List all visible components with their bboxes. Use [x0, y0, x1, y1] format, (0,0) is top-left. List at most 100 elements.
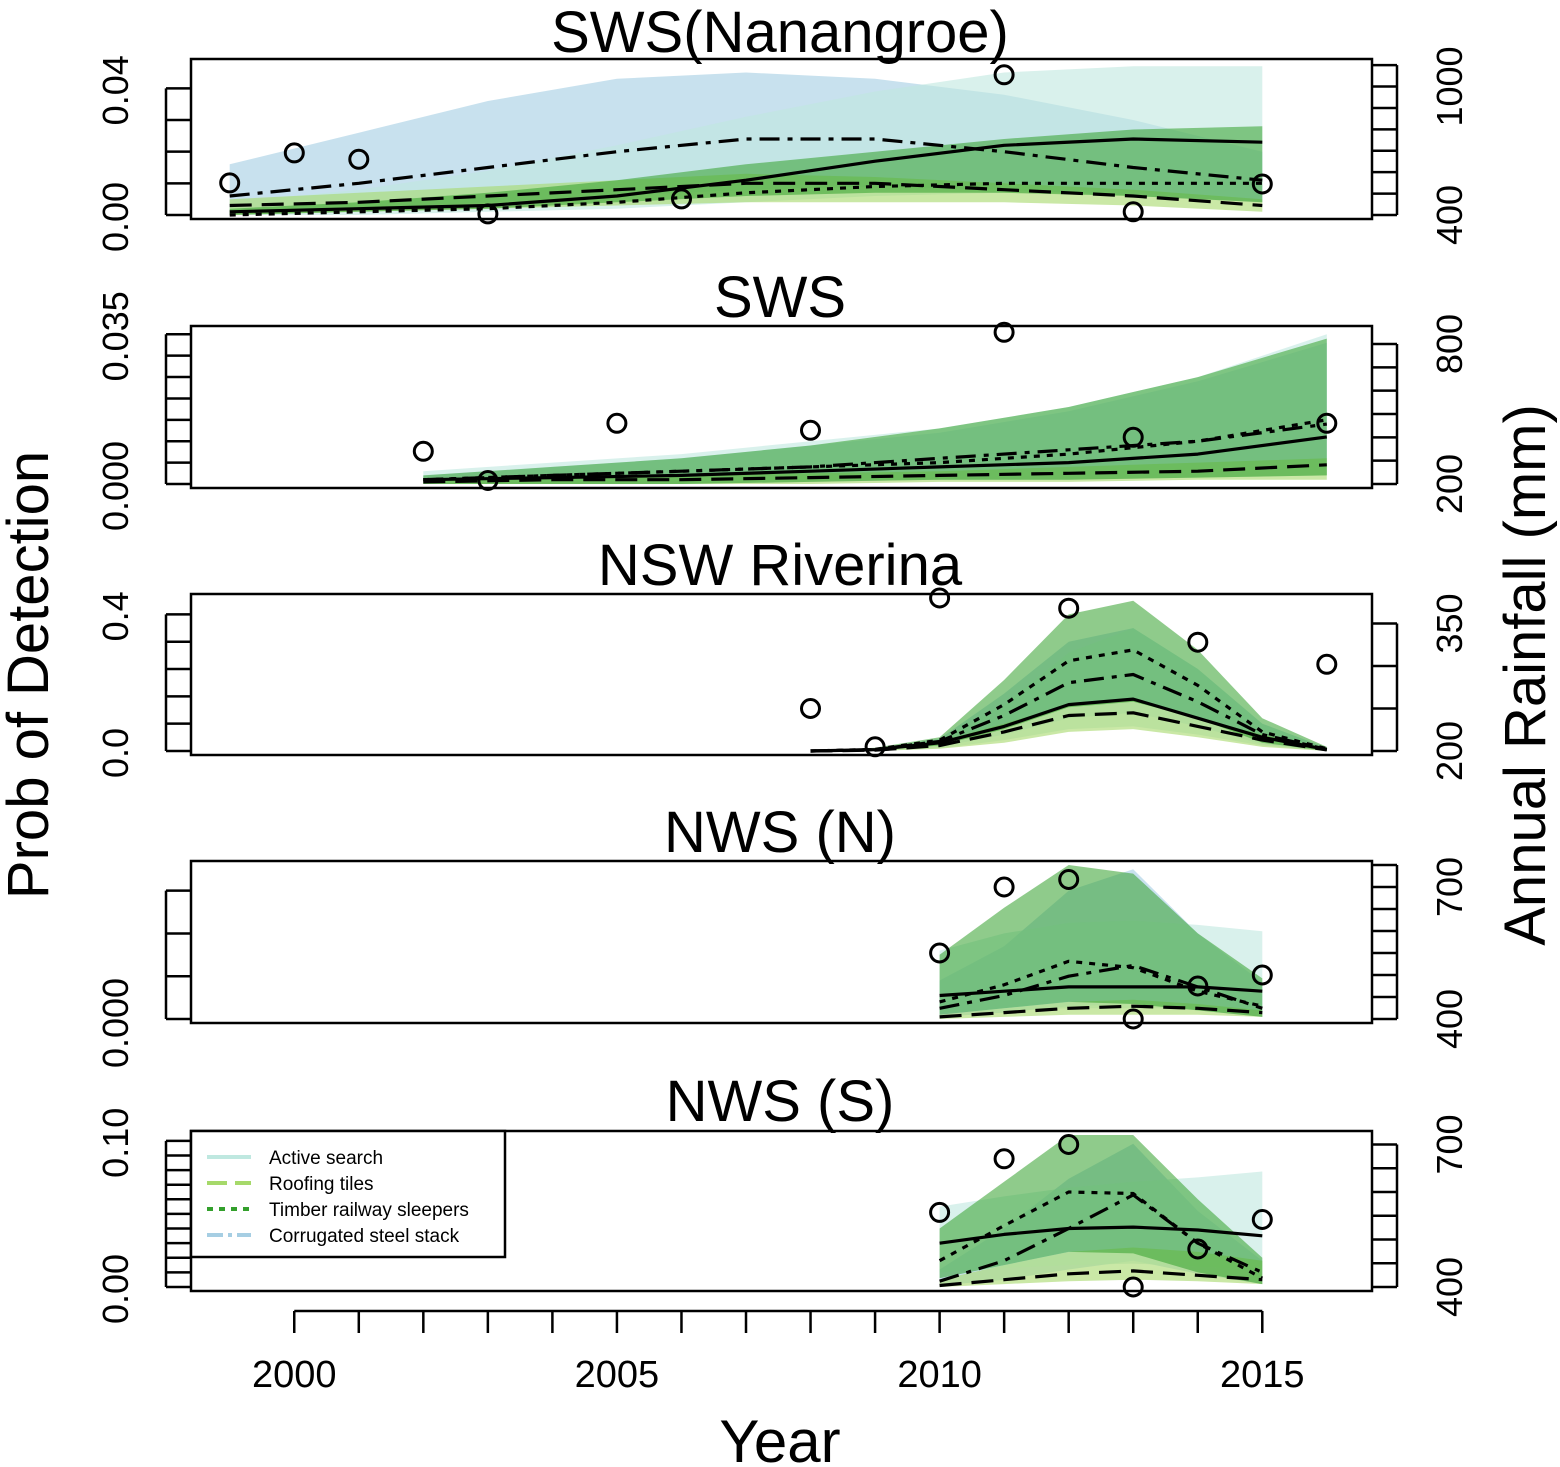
left-tick-label: 0.4 — [95, 591, 136, 641]
ci-band-timber-railway-sleepers — [229, 126, 1263, 215]
mean-line-corrugated-steel-stack — [939, 963, 1263, 1010]
panel-4: NWS (N) 0.000 400 700 — [95, 800, 1470, 1068]
rainfall-point — [671, 188, 692, 210]
rainfall-point — [1122, 426, 1144, 448]
rainfall-point — [1058, 1134, 1080, 1155]
panels-layer: SWS(Nanangroe) 0.00 0.04 400 1000 SWS 0.000 0.0… — [95, 0, 1470, 1324]
x-axis: 2000 2005 2010 2015 — [252, 1309, 1305, 1396]
plot-frame — [189, 859, 1374, 1025]
mean-line-roofing-tiles — [229, 181, 1263, 208]
ci-band-roofing-tiles — [810, 699, 1327, 751]
plot-area-2 — [423, 334, 1328, 484]
rainfall-point — [477, 470, 499, 491]
left-tick-label: 0.00 — [95, 182, 136, 252]
plot-area-5 — [938, 1135, 1264, 1288]
x-tick-label: 2010 — [897, 1354, 982, 1396]
rainfall-point — [219, 172, 241, 194]
left-tick-label: 0.04 — [95, 55, 136, 125]
mean-line-active-search — [423, 435, 1328, 482]
rainfall-point — [1251, 1209, 1273, 1230]
plot-frame — [189, 324, 1374, 490]
right-tick-label: 350 — [1429, 593, 1470, 653]
plot-area-1 — [229, 66, 1263, 217]
panel-title: SWS(Nanangroe) — [551, 0, 1009, 65]
panel-title: NSW Riverina — [598, 533, 963, 598]
right-tick-label: 200 — [1429, 454, 1470, 514]
rainfall-point — [348, 148, 370, 170]
rainfall-point — [412, 440, 434, 462]
rainfall-point — [1058, 869, 1080, 890]
mean-line-active-search — [939, 1225, 1263, 1245]
plot-frame — [189, 57, 1374, 221]
right-tick-label: 700 — [1429, 857, 1470, 917]
left-tick-label: 0.0 — [95, 728, 136, 778]
panel-1: SWS(Nanangroe) 0.00 0.04 400 1000 — [95, 0, 1470, 252]
rainfall-point — [1187, 631, 1209, 653]
mean-line-roofing-tiles — [939, 1269, 1263, 1288]
mean-line-roofing-tiles — [423, 463, 1327, 484]
mean-line-corrugated-steel-stack — [423, 422, 1328, 482]
rainfall-point — [1122, 201, 1144, 223]
y-axis-label-left: Prob of Detection — [0, 451, 61, 899]
plot-frame — [189, 592, 1374, 757]
ci-band-timber-railway-sleepers — [939, 1135, 1263, 1285]
rainfall-point — [993, 64, 1015, 86]
mean-line-roofing-tiles — [810, 711, 1328, 753]
left-tick-label: 0.00 — [95, 1254, 136, 1324]
panel-3: NSW Riverina 0.0 0.4 200 350 — [95, 533, 1470, 781]
rainfall-point — [283, 142, 305, 164]
right-tick-label: 400 — [1429, 185, 1470, 245]
rainfall-point — [1251, 173, 1273, 195]
right-tick-label: 700 — [1429, 1114, 1470, 1174]
x-axis-label: Year — [719, 1408, 840, 1467]
legend: Active search Roofing tiles Timber railw… — [189, 1129, 507, 1259]
mean-line-corrugated-steel-stack — [810, 672, 1328, 753]
rainfall-point — [800, 419, 821, 441]
rainfall-point — [800, 698, 821, 719]
mean-line-timber-railway-sleepers — [939, 959, 1263, 1008]
mean-line-corrugated-steel-stack — [229, 137, 1263, 198]
mean-line-active-search — [939, 985, 1263, 998]
panel-title: NWS (S) — [666, 1069, 895, 1134]
right-tick-label: 1000 — [1429, 46, 1470, 126]
ci-band-timber-railway-sleepers — [810, 600, 1327, 751]
mean-line-corrugated-steel-stack — [939, 1193, 1263, 1283]
panel-2: SWS 0.000 0.035 200 800 — [95, 265, 1470, 531]
rainfall-point — [1187, 1238, 1209, 1260]
x-tick-label: 2000 — [252, 1354, 337, 1396]
plot-area-3 — [810, 600, 1328, 753]
left-tick-label: 0.000 — [95, 978, 136, 1068]
rainfall-point — [1316, 653, 1338, 675]
rainfall-point — [929, 587, 951, 609]
legend-label-active-search: Active search — [269, 1148, 383, 1169]
panel-title: SWS — [714, 265, 846, 330]
right-tick-label: 400 — [1429, 1257, 1470, 1317]
left-tick-label: 0.000 — [95, 441, 136, 531]
rainfall-point — [1122, 1276, 1144, 1298]
right-tick-label: 800 — [1429, 314, 1470, 374]
rainfall-point — [1122, 1008, 1144, 1030]
rainfall-point — [929, 942, 951, 964]
ci-band-timber-railway-sleepers — [423, 338, 1327, 484]
panel-title: NWS (N) — [664, 800, 896, 865]
left-tick-label: 0.10 — [95, 1108, 136, 1178]
x-tick-label: 2015 — [1220, 1354, 1305, 1396]
panel-5: NWS (S) 0.00 0.10 400 700 — [95, 1069, 1470, 1324]
rainfall-point — [1251, 964, 1273, 986]
rainfall-point — [929, 1201, 951, 1223]
rainfall-point — [1316, 412, 1338, 434]
right-tick-label: 200 — [1429, 721, 1470, 781]
rainfall-point — [993, 876, 1015, 898]
mean-line-timber-railway-sleepers — [229, 181, 1263, 217]
y-axis-label-right: Annual Rainfall (mm) — [1493, 404, 1558, 946]
rainfall-point — [1058, 597, 1080, 619]
right-tick-label: 400 — [1429, 989, 1470, 1049]
plot-area-4 — [939, 865, 1263, 1019]
legend-label-timber-railway-sleepers: Timber railway sleepers — [269, 1200, 469, 1221]
rainfall-point — [477, 203, 499, 225]
legend-label-roofing-tiles: Roofing tiles — [269, 1174, 374, 1195]
rainfall-point — [1187, 975, 1209, 997]
rainfall-point — [993, 321, 1015, 343]
rainfall-point — [993, 1148, 1015, 1170]
